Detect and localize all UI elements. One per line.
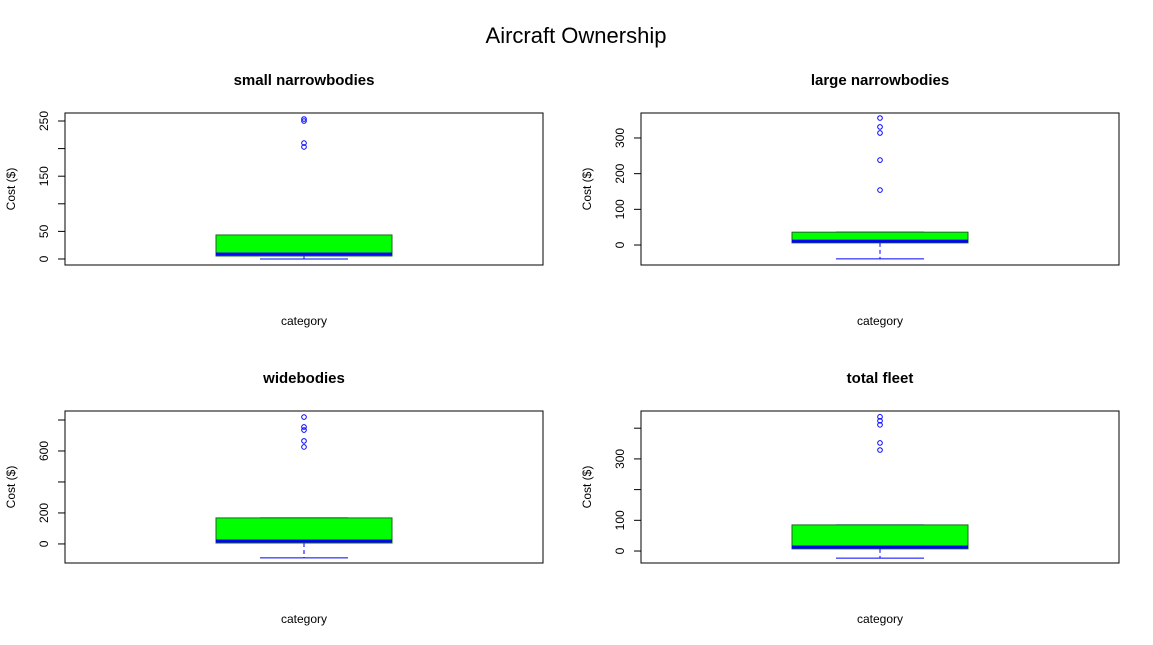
panel-title: small narrowbodies bbox=[234, 72, 375, 89]
y-tick-label: 50 bbox=[37, 224, 51, 238]
y-axis-label: Cost ($) bbox=[580, 466, 594, 509]
box bbox=[791, 231, 969, 244]
y-tick-label: 0 bbox=[613, 547, 627, 554]
outlier bbox=[877, 418, 883, 424]
panel-title: large narrowbodies bbox=[811, 72, 949, 89]
outlier bbox=[877, 187, 883, 193]
y-tick-label: 200 bbox=[37, 503, 51, 523]
outlier bbox=[301, 438, 307, 444]
outlier bbox=[301, 414, 307, 420]
outlier bbox=[877, 157, 883, 163]
plot-frame bbox=[640, 410, 1120, 564]
outlier bbox=[877, 447, 883, 453]
outlier bbox=[877, 115, 883, 121]
y-tick-label: 300 bbox=[613, 449, 627, 469]
x-axis-label: category bbox=[281, 612, 327, 626]
box bbox=[215, 234, 393, 257]
y-tick-label: 100 bbox=[613, 199, 627, 219]
outlier bbox=[301, 116, 307, 122]
outlier bbox=[877, 130, 883, 136]
y-tick-label: 600 bbox=[37, 441, 51, 461]
outlier bbox=[301, 140, 307, 146]
outlier bbox=[877, 124, 883, 130]
plot-frame bbox=[64, 410, 544, 564]
plot-frame bbox=[640, 112, 1120, 266]
y-axis-label: Cost ($) bbox=[580, 168, 594, 211]
outlier bbox=[877, 422, 883, 428]
y-axis-label: Cost ($) bbox=[4, 466, 18, 509]
box bbox=[791, 524, 969, 550]
outlier bbox=[301, 444, 307, 450]
outlier bbox=[301, 144, 307, 150]
outlier bbox=[301, 118, 307, 124]
outlier bbox=[301, 427, 307, 433]
plot-frame bbox=[64, 112, 544, 266]
outlier bbox=[301, 424, 307, 430]
y-tick-label: 0 bbox=[613, 241, 627, 248]
x-axis-label: category bbox=[857, 314, 903, 328]
y-axis-label: Cost ($) bbox=[4, 168, 18, 211]
y-tick-label: 100 bbox=[613, 510, 627, 530]
y-tick-label: 300 bbox=[613, 128, 627, 148]
box bbox=[215, 517, 393, 544]
outlier bbox=[877, 440, 883, 446]
x-axis-label: category bbox=[281, 314, 327, 328]
outlier bbox=[877, 414, 883, 420]
y-tick-label: 150 bbox=[37, 166, 51, 186]
panel-title: widebodies bbox=[262, 370, 345, 387]
y-tick-label: 250 bbox=[37, 111, 51, 131]
x-axis-label: category bbox=[857, 612, 903, 626]
y-tick-label: 0 bbox=[37, 255, 51, 262]
figure-title: Aircraft Ownership bbox=[486, 23, 667, 48]
y-tick-label: 200 bbox=[613, 163, 627, 183]
panel-title: total fleet bbox=[847, 370, 914, 387]
y-tick-label: 0 bbox=[37, 540, 51, 547]
